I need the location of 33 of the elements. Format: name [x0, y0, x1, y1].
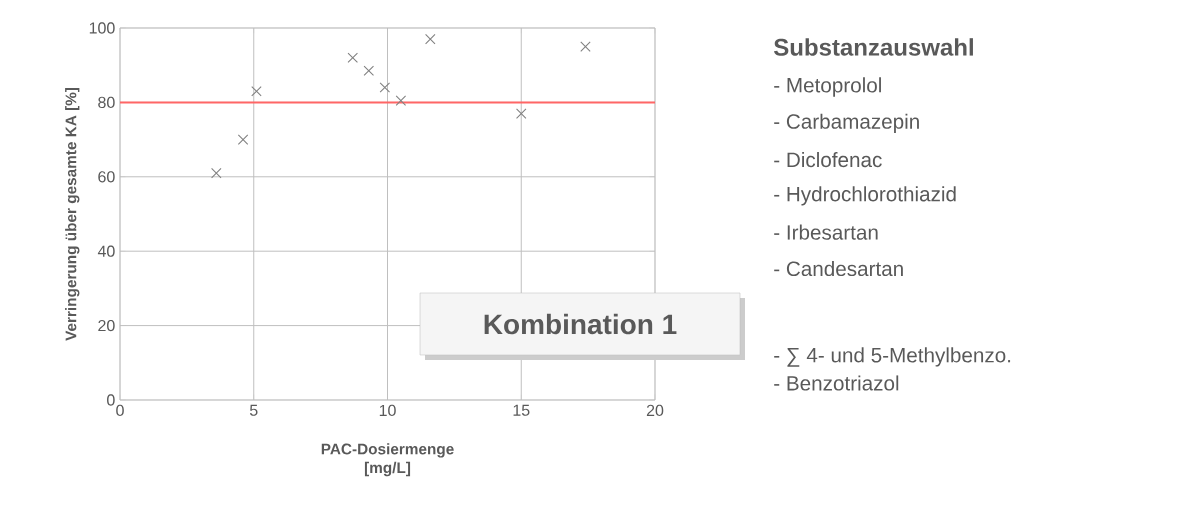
text: Substanzauswahl — [773, 38, 973, 56]
y-tick-label: 60 — [98, 171, 115, 183]
y-tick-label: 0 — [107, 394, 115, 406]
text: - Candesartan — [774, 260, 903, 277]
text: - Irbesartan — [774, 224, 878, 240]
point — [395, 95, 407, 106]
text: - Benzotriazol — [774, 375, 899, 391]
text: - ∑ 4- und 5-Methylbenzo. — [774, 347, 1011, 367]
annotation: Kombination 1 — [484, 313, 677, 335]
x-axis-title: PAC-Dosiermenge [mg/L] — [321, 443, 454, 477]
y-axis-title: Verringerung über gesamte KA [%] — [65, 87, 80, 341]
text: - Diclofenac — [774, 152, 882, 168]
x-tick-label: 10 — [379, 404, 396, 417]
point — [580, 41, 591, 52]
x-tick-label: 20 — [646, 404, 664, 417]
text: - Hydrochlorothiazid — [774, 186, 956, 206]
text: - Metoprolol — [774, 77, 881, 97]
point — [363, 65, 375, 77]
y-tick-label: 80 — [98, 96, 115, 109]
point — [516, 108, 527, 119]
x-tick-label: 5 — [249, 404, 258, 416]
point — [379, 82, 391, 93]
point — [347, 52, 358, 64]
x-tick-label: 0 — [116, 404, 124, 417]
text: - Carbamazepin — [774, 113, 919, 133]
x-tick-label: 15 — [513, 404, 530, 416]
y-tick-label: 40 — [97, 245, 115, 257]
y-tick-label: 20 — [98, 319, 115, 332]
point — [211, 167, 222, 179]
point — [251, 85, 262, 97]
point — [425, 33, 436, 45]
y-tick-label: 100 — [89, 22, 115, 34]
point — [237, 134, 249, 145]
